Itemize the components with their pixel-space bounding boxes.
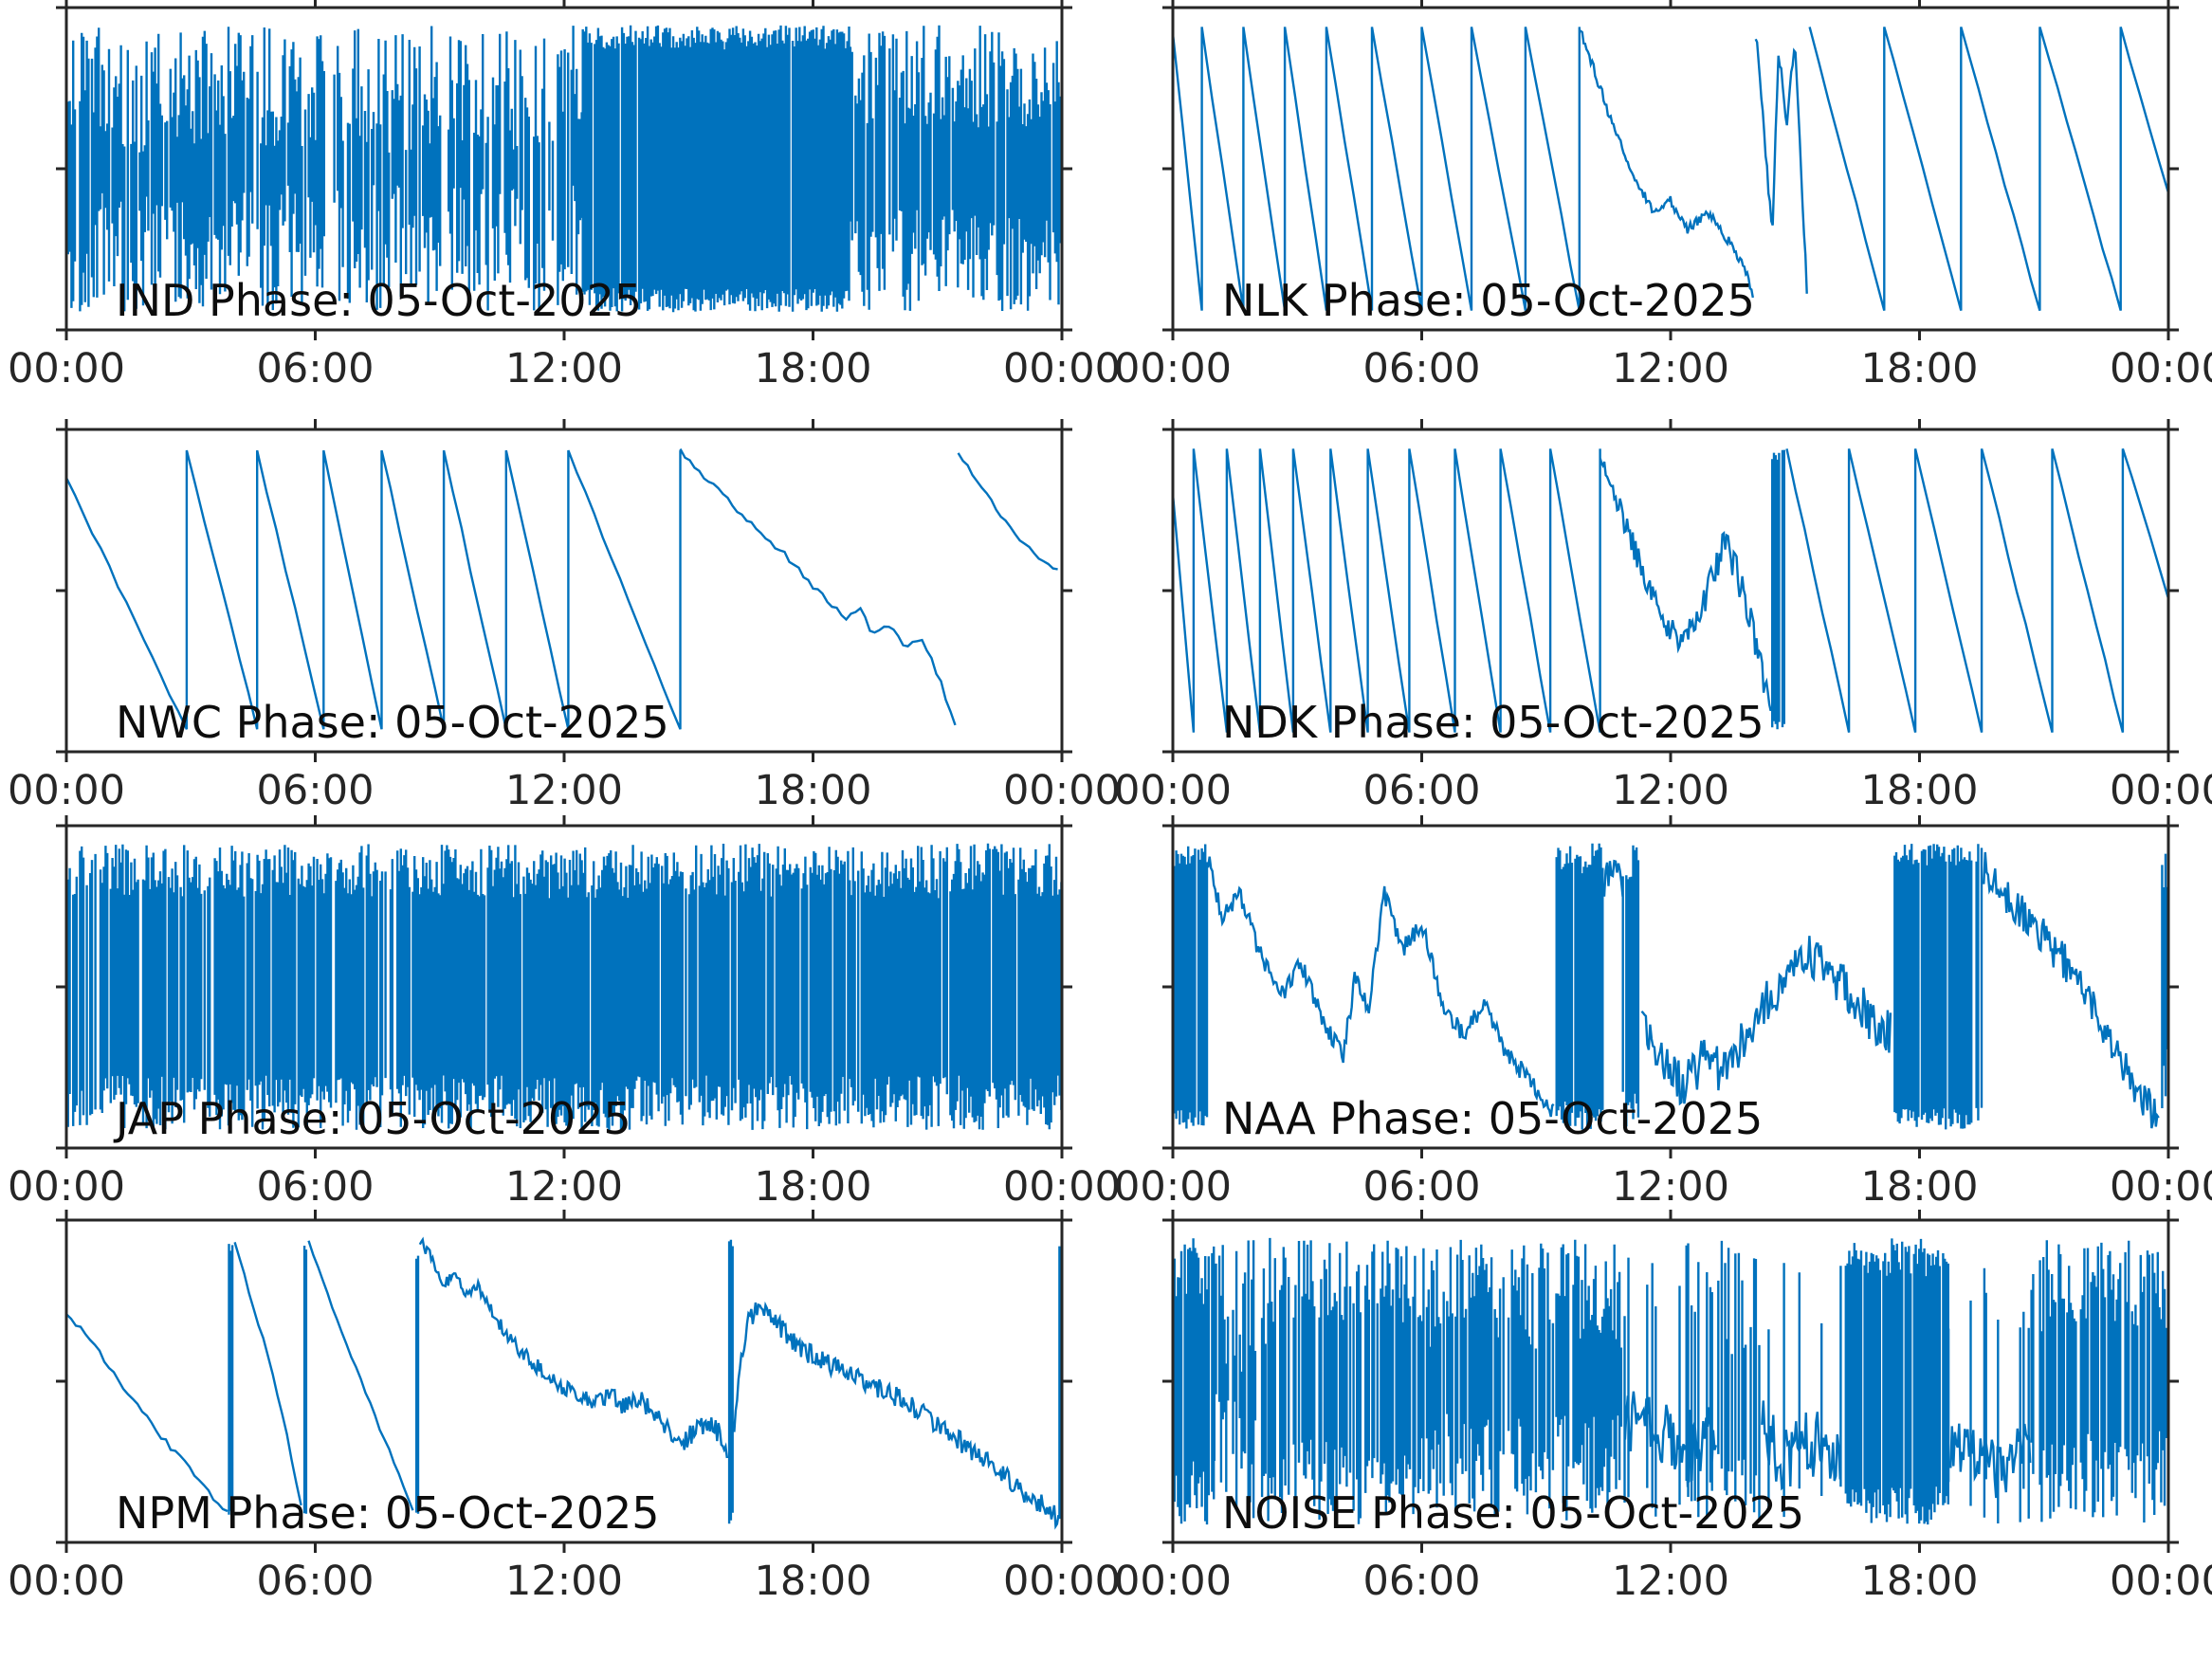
waveform-plot [56, 1210, 1072, 1553]
x-tick-label: 00:00 [8, 1558, 125, 1605]
x-tick-label: 18:00 [754, 767, 872, 814]
axis-ticks [56, 1210, 1072, 1553]
x-tick-label: 00:00 [8, 1163, 125, 1211]
x-tick-label: 06:00 [256, 767, 375, 814]
x-tick-label: 12:00 [1612, 1163, 1729, 1211]
x-tick-label: 18:00 [754, 345, 872, 392]
x-tick-label: 06:00 [1362, 1558, 1481, 1605]
station-label: NOISE Phase: 05-Oct-2025 [1222, 1487, 1805, 1539]
x-tick-label: 00:00 [2110, 345, 2212, 392]
station-label: IND Phase: 05-Oct-2025 [116, 275, 643, 326]
waveform-plot [56, 815, 1072, 1158]
phase-trace-NPM [66, 1236, 1062, 1530]
waveform-plot [1162, 1210, 2179, 1553]
x-tick-label: 00:00 [8, 767, 125, 814]
x-tick-label: 00:00 [1114, 1558, 1232, 1605]
phase-trace-NAA [1173, 843, 2168, 1130]
x-tick-label: 06:00 [256, 1558, 375, 1605]
axis-ticks [56, 815, 1072, 1158]
x-tick-label: 06:00 [1362, 345, 1481, 392]
axis-ticks [1162, 815, 2179, 1158]
phase-trace-NOISE [1173, 1237, 2167, 1525]
x-tick-label: 12:00 [505, 1558, 623, 1605]
x-tick-label: 06:00 [1362, 1163, 1481, 1211]
plot-frame [64, 428, 1064, 754]
waveform-plot [56, 419, 1072, 762]
station-label: NPM Phase: 05-Oct-2025 [116, 1487, 660, 1539]
phase-trace-JAP [66, 843, 1062, 1131]
x-tick-label: 06:00 [256, 1163, 375, 1211]
waveform-plot [56, 0, 1072, 340]
x-tick-label: 06:00 [1362, 767, 1481, 814]
x-tick-label: 00:00 [1003, 1558, 1121, 1605]
station-label: JAP Phase: 05-Oct-2025 [116, 1093, 631, 1144]
plot-frame [1171, 1218, 2170, 1544]
x-tick-label: 18:00 [754, 1558, 872, 1605]
axis-ticks [1162, 1210, 2179, 1553]
x-tick-label: 18:00 [1860, 1558, 1979, 1605]
axis-ticks [1162, 419, 2179, 762]
plot-frame [64, 6, 1064, 332]
plot-frame [64, 824, 1064, 1150]
x-tick-label: 00:00 [1114, 767, 1232, 814]
phase-trace-IND [66, 25, 1062, 313]
axis-ticks [56, 0, 1072, 340]
x-tick-label: 12:00 [1612, 1558, 1729, 1605]
x-tick-label: 12:00 [505, 1163, 623, 1211]
x-tick-label: 12:00 [505, 345, 623, 392]
phase-trace-NLK [1173, 27, 2168, 311]
x-tick-label: 00:00 [1003, 767, 1121, 814]
x-tick-label: 12:00 [1612, 767, 1729, 814]
plot-frame [1171, 6, 2170, 332]
x-tick-label: 12:00 [505, 767, 623, 814]
x-tick-label: 06:00 [256, 345, 375, 392]
x-tick-label: 00:00 [8, 345, 125, 392]
x-tick-label: 00:00 [2110, 1163, 2212, 1211]
x-tick-label: 18:00 [754, 1163, 872, 1211]
station-label: NDK Phase: 05-Oct-2025 [1222, 697, 1764, 748]
axis-ticks [56, 419, 1072, 762]
station-label: NAA Phase: 05-Oct-2025 [1222, 1093, 1764, 1144]
x-tick-label: 18:00 [1860, 345, 1979, 392]
x-tick-label: 18:00 [1860, 767, 1979, 814]
x-tick-label: 00:00 [2110, 1558, 2212, 1605]
axis-ticks [1162, 0, 2179, 340]
waveform-plot [1162, 815, 2179, 1158]
x-tick-label: 00:00 [1114, 345, 1232, 392]
x-tick-label: 00:00 [1114, 1163, 1232, 1211]
waveform-plot [1162, 419, 2179, 762]
x-tick-label: 18:00 [1860, 1163, 1979, 1211]
x-tick-label: 12:00 [1612, 345, 1729, 392]
station-label: NLK Phase: 05-Oct-2025 [1222, 275, 1755, 326]
x-tick-label: 00:00 [2110, 767, 2212, 814]
plot-frame [1171, 824, 2170, 1150]
plot-frame [1171, 428, 2170, 754]
x-tick-label: 00:00 [1003, 345, 1121, 392]
station-label: NWC Phase: 05-Oct-2025 [116, 697, 669, 748]
x-tick-label: 00:00 [1003, 1163, 1121, 1211]
waveform-plot [1162, 0, 2179, 340]
phase-trace-NWC [66, 448, 1058, 730]
plot-frame [64, 1218, 1064, 1544]
phase-trace-NDK [1173, 448, 2168, 733]
